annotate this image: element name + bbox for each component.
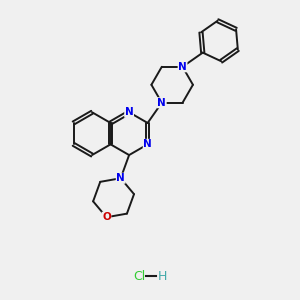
Text: Cl: Cl	[133, 270, 145, 283]
Text: N: N	[178, 62, 187, 72]
Text: N: N	[116, 173, 125, 183]
Text: N: N	[143, 140, 152, 149]
Text: N: N	[158, 98, 166, 108]
Text: H: H	[158, 270, 167, 283]
Text: O: O	[102, 212, 111, 222]
Text: N: N	[125, 107, 134, 117]
